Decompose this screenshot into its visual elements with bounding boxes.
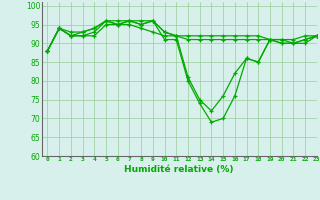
X-axis label: Humidité relative (%): Humidité relative (%) [124, 165, 234, 174]
